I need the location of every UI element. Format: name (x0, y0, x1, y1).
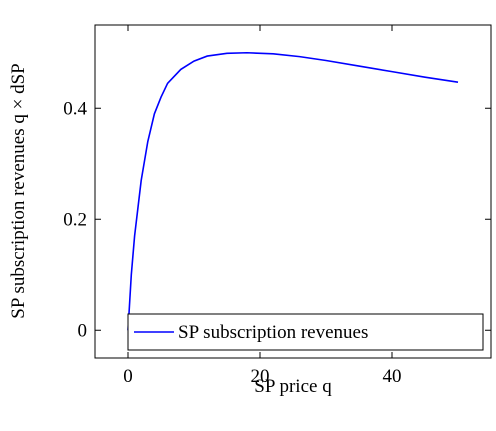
x-tick-label: 0 (123, 366, 133, 387)
y-axis-label: SP subscription revenues q × dSP (8, 63, 29, 318)
legend-box (127, 313, 484, 351)
x-tick-label: 40 (383, 366, 402, 387)
plot-frame (94, 24, 492, 359)
y-tick-label: 0.4 (63, 98, 87, 119)
line (127, 51, 459, 331)
y-tick-label: 0 (78, 320, 88, 341)
x-tick-label: 20 (251, 366, 270, 387)
y-tick-label: 0.2 (63, 209, 87, 230)
x-axis-label: SP price q (254, 376, 332, 397)
legend-label: SP subscription revenues (178, 322, 368, 343)
